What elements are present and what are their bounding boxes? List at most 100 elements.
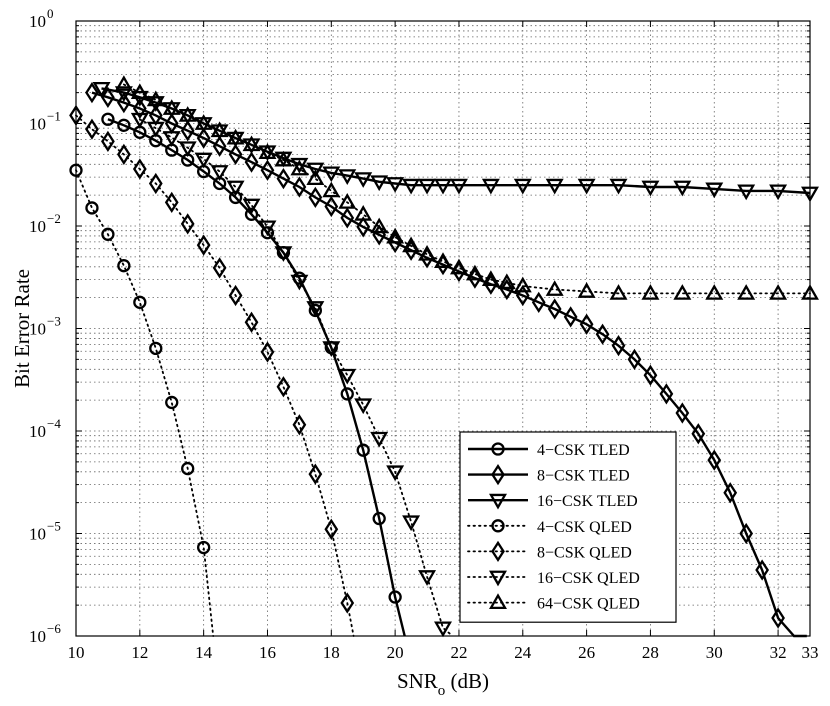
data-point	[308, 463, 323, 485]
data-point	[244, 151, 259, 173]
data-point	[402, 236, 421, 253]
data-point	[116, 143, 131, 165]
legend-entry: 16−CSK QLED	[467, 570, 640, 587]
data-point	[306, 162, 325, 179]
data-point	[739, 522, 754, 545]
data-point	[513, 178, 532, 195]
data-point	[130, 83, 149, 100]
data-point	[595, 323, 610, 345]
x-tick-label: 12	[131, 643, 148, 662]
data-point	[675, 402, 690, 424]
data-point	[290, 274, 309, 291]
legend-label: 4−CSK QLED	[537, 519, 632, 536]
data-point	[611, 335, 626, 357]
legend-marker	[489, 593, 507, 609]
data-point	[130, 112, 149, 129]
data-point	[465, 264, 484, 281]
y-tick-label-exponent: −4	[47, 416, 61, 431]
data-point	[212, 257, 227, 279]
data-point	[164, 191, 179, 213]
data-point	[146, 121, 165, 138]
data-point	[92, 82, 111, 98]
data-point	[673, 284, 692, 300]
data-point	[402, 515, 421, 532]
data-point	[146, 90, 165, 107]
x-axis-label-subscript: o	[438, 683, 446, 699]
data-point	[324, 518, 339, 540]
data-point	[577, 282, 596, 298]
data-point	[641, 180, 660, 197]
data-point	[370, 175, 389, 192]
series-line	[107, 118, 406, 637]
x-tick-label: 28	[642, 643, 659, 662]
data-point	[497, 273, 516, 290]
data-point	[449, 178, 468, 195]
series-2	[85, 82, 807, 638]
data-point	[306, 169, 325, 186]
data-point	[180, 120, 195, 142]
series-line	[75, 169, 215, 637]
data-point	[563, 306, 578, 328]
data-point	[210, 121, 229, 138]
y-tick-label: 10	[29, 217, 46, 236]
y-tick-label: 10	[29, 525, 46, 544]
data-point	[162, 99, 181, 115]
data-point	[641, 284, 660, 300]
data-point	[737, 184, 756, 201]
data-point	[196, 234, 211, 256]
x-tick-label: 10	[68, 643, 85, 662]
data-point	[340, 387, 354, 401]
data-point	[85, 118, 99, 140]
series-line	[91, 91, 807, 638]
data-point	[114, 86, 133, 102]
data-point	[418, 570, 437, 586]
legend-box	[459, 431, 677, 623]
data-point	[117, 259, 131, 273]
data-point	[290, 159, 309, 176]
data-point	[132, 97, 147, 120]
legend-label: 16−CSK TLED	[537, 493, 638, 510]
y-tick-label-exponent: −2	[47, 211, 61, 226]
x-tick-label: 18	[323, 643, 340, 662]
data-point	[114, 75, 133, 91]
data-point	[85, 82, 99, 104]
data-point	[162, 131, 181, 147]
data-point	[386, 227, 405, 244]
data-point	[181, 461, 195, 476]
data-point	[322, 181, 341, 198]
legend: 4−CSK TLED 8−CSK TLED 16−CSK TLED 4−CSK QLE…	[459, 431, 677, 623]
data-point	[101, 112, 115, 126]
data-point	[290, 157, 309, 174]
data-point	[531, 291, 546, 313]
data-point	[258, 220, 277, 237]
data-point	[276, 167, 291, 190]
data-point	[354, 172, 373, 188]
data-point	[194, 152, 213, 169]
data-point	[210, 165, 229, 181]
data-point	[388, 590, 402, 604]
data-point	[260, 159, 275, 181]
data-point	[306, 301, 325, 317]
data-point	[434, 621, 452, 638]
data-point	[180, 213, 195, 235]
data-point	[370, 431, 389, 448]
data-point	[324, 195, 339, 218]
data-point	[226, 180, 245, 197]
y-tick-label-exponent: −3	[47, 314, 61, 329]
data-point	[194, 114, 213, 130]
data-point	[769, 184, 788, 201]
data-point	[178, 141, 197, 158]
data-point	[178, 106, 197, 122]
data-point	[659, 383, 674, 405]
legend-marker	[491, 463, 505, 486]
data-point	[673, 180, 692, 197]
data-point	[434, 178, 452, 195]
data-point	[117, 118, 131, 132]
data-point	[386, 177, 405, 193]
data-point	[242, 135, 261, 152]
data-point	[769, 284, 788, 300]
series-6	[130, 112, 454, 638]
y-tick-label-exponent: −5	[47, 519, 61, 534]
series-3	[92, 82, 819, 203]
